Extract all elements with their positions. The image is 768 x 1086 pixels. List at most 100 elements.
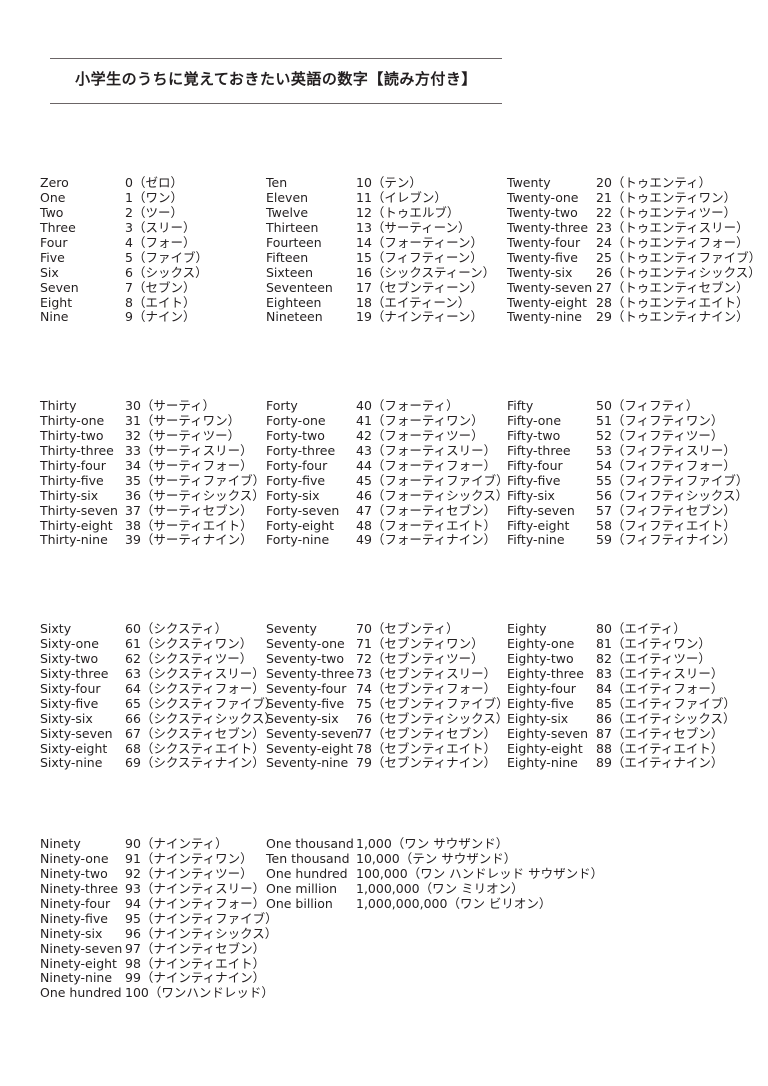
number-reading: 65（シクスティファイブ）: [125, 695, 278, 711]
number-reading: 39（サーティナイン）: [125, 532, 253, 548]
english-word: One hundred: [40, 985, 122, 1001]
number-reading: 96（ナインティシックス）: [125, 925, 278, 941]
number-reading: 80（エイティ）: [596, 621, 686, 636]
english-word: Fifty-seven: [507, 502, 575, 518]
english-word: Seventy-nine: [266, 755, 349, 771]
english-word: Seventy-six: [266, 710, 339, 726]
number-reading: 55（フィフティファイブ）: [596, 472, 749, 488]
english-word: Forty-one: [266, 412, 326, 428]
english-word: Forty-nine: [266, 532, 330, 548]
english-word: Twenty-three: [507, 219, 589, 235]
english-word: Ninety-seven: [40, 940, 123, 956]
number-reading: 36（サーティシックス）: [125, 487, 265, 503]
english-word: Twenty: [507, 175, 551, 190]
english-word: Fifty-one: [507, 412, 562, 428]
number-reading: 56（フィフティシックス）: [596, 487, 749, 503]
number-reading: 13（サーティーン）: [356, 219, 471, 235]
english-word: Forty-five: [266, 472, 326, 488]
number-reading: 9（ナイン）: [125, 309, 196, 325]
number-reading: 59（フィフティナイン）: [596, 532, 736, 548]
english-word: Eighty-seven: [507, 725, 589, 741]
english-word: Ten: [266, 175, 288, 190]
number-reading: 60（シクスティ）: [125, 621, 228, 636]
number-reading: 74（セブンティフォー）: [356, 680, 497, 696]
english-word: Eight: [40, 294, 73, 310]
number-reading: 63（シクスティスリー）: [125, 665, 265, 681]
english-word: Ninety-six: [40, 925, 103, 941]
number-reading: 12（トゥエルブ）: [356, 204, 460, 220]
english-word: Twenty-two: [507, 204, 578, 220]
number-reading: 8（エイト）: [125, 294, 196, 310]
number-reading: 66（シクスティシックス）: [125, 710, 277, 726]
page-title: 小学生のうちに覚えておきたい英語の数字【読み方付き】: [75, 70, 477, 88]
number-reading: 46（フォーティシックス）: [356, 487, 509, 503]
english-word: One thousand: [266, 836, 354, 851]
number-reading: 93（ナインティスリー）: [125, 880, 266, 896]
number-reading: 38（サーティエイト）: [125, 517, 253, 533]
english-word: Thirty-nine: [40, 532, 108, 548]
english-word: Eleven: [266, 189, 309, 205]
english-word: Twelve: [266, 204, 309, 220]
number-reading: 27（トゥエンティセブン）: [596, 279, 749, 295]
number-reading: 41（フォーティワン）: [356, 412, 484, 428]
english-word: Thirty-five: [40, 472, 104, 488]
english-word: Twenty-five: [507, 249, 578, 265]
number-reading: 21（トゥエンティワン）: [596, 189, 737, 205]
english-word: Sixty-three: [40, 665, 109, 681]
number-reading: 51（フィフティワン）: [596, 412, 724, 428]
number-reading: 71（セブンティワン）: [356, 635, 484, 651]
number-reading: 22（トゥエンティツー）: [596, 204, 737, 220]
english-word: Forty: [266, 398, 298, 413]
number-reading: 35（サーティファイブ）: [125, 472, 266, 488]
number-reading: 100（ワンハンドレッド）: [125, 985, 274, 1001]
english-word: Fifty-four: [507, 457, 563, 473]
english-word: Fifty: [507, 398, 534, 413]
number-reading: 10,000（テン サウザンド）: [356, 850, 517, 866]
english-word: Thirty-two: [40, 427, 104, 443]
number-reading: 97（ナインティセブン）: [125, 940, 266, 956]
english-word: Fifty-two: [507, 427, 561, 443]
number-reading: 94（ナインティフォー）: [125, 895, 266, 911]
number-reading: 90（ナインティ）: [125, 836, 228, 851]
english-word: Five: [40, 249, 65, 265]
number-reading: 54（フィフティフォー）: [596, 457, 736, 473]
english-word: Eighty: [507, 621, 547, 636]
english-word: Sixty-eight: [40, 740, 108, 756]
english-word: Seven: [40, 279, 79, 295]
number-reading: 1（ワン）: [125, 189, 183, 205]
number-reading: 62（シクスティツー）: [125, 650, 253, 666]
english-word: Thirty-eight: [40, 517, 113, 533]
english-word: Thirty-three: [40, 442, 114, 458]
english-word: Seventy-four: [266, 680, 347, 696]
english-word: Forty-three: [266, 442, 336, 458]
number-reading: 61（シクスティワン）: [125, 635, 253, 651]
english-word: Two: [40, 204, 64, 220]
number-reading: 25（トゥエンティファイブ）: [596, 249, 762, 265]
number-reading: 26（トゥエンティシックス）: [596, 264, 761, 280]
english-word: Twenty-nine: [507, 309, 582, 325]
number-reading: 79（セブンティナイン）: [356, 755, 497, 771]
english-word: Fourteen: [266, 234, 322, 250]
number-reading: 84（エイティフォー）: [596, 680, 724, 696]
number-reading: 57（フィフティセブン）: [596, 502, 736, 518]
english-word: Sixty: [40, 621, 72, 636]
number-reading: 69（シクスティナイン）: [125, 755, 265, 771]
english-word: Fifty-three: [507, 442, 571, 458]
english-word: Fifty-eight: [507, 517, 570, 533]
english-word: Eighty-one: [507, 635, 575, 651]
number-reading: 1,000（ワン サウザンド）: [356, 836, 509, 851]
number-reading: 37（サーティセブン）: [125, 502, 253, 518]
number-reading: 88（エイティエイト）: [596, 740, 724, 756]
number-reading: 82（エイティツー）: [596, 650, 711, 666]
english-word: Ninety: [40, 836, 81, 851]
english-word: Fifty-nine: [507, 532, 565, 548]
number-reading: 4（フォー）: [125, 234, 196, 250]
number-reading: 83（エイティスリー）: [596, 665, 724, 681]
english-word: Thirty: [40, 398, 77, 413]
english-word: Twenty-eight: [507, 294, 587, 310]
number-reading: 1,000,000,000（ワン ビリオン）: [356, 895, 552, 911]
number-reading: 3（スリー）: [125, 219, 196, 235]
number-reading: 95（ナインティファイブ）: [125, 910, 278, 926]
number-reading: 48（フォーティエイト）: [356, 517, 497, 533]
number-reading: 86（エイティシックス）: [596, 710, 736, 726]
